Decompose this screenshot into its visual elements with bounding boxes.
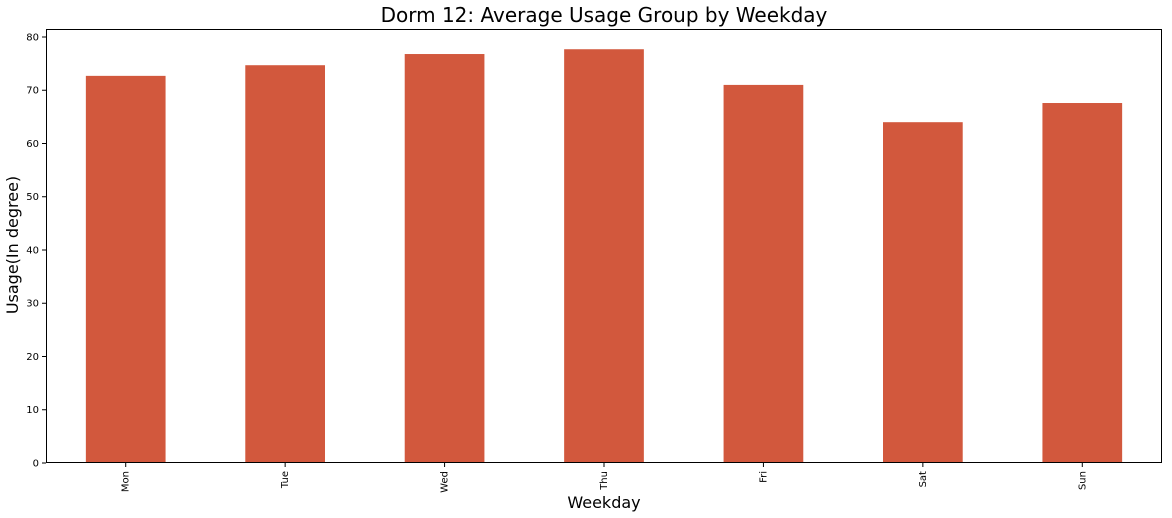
bar-sun	[1042, 103, 1123, 464]
y-tick-label: 60	[26, 139, 39, 150]
bar-wed	[404, 54, 485, 463]
x-tick-label: Sat	[918, 471, 929, 487]
x-tick-label: Wed	[440, 471, 451, 493]
y-tick-label: 10	[26, 405, 39, 416]
x-tick-label: Thu	[599, 471, 610, 491]
x-tick-label: Fri	[758, 471, 769, 483]
bar-fri	[723, 84, 804, 463]
y-tick-label: 50	[26, 192, 39, 203]
y-axis-label: Usage(In degree)	[3, 176, 22, 314]
bars-group	[85, 49, 1123, 464]
x-tick-label: Tue	[280, 471, 291, 489]
y-tick-label: 40	[26, 245, 39, 256]
bar-thu	[564, 49, 644, 463]
x-tick-label: Sun	[1077, 471, 1088, 490]
chart-title: Dorm 12: Average Usage Group by Weekday	[381, 3, 828, 27]
bar-tue	[245, 65, 325, 463]
y-axis-ticks: 0 10 20 30 40 50 60 70 80	[26, 32, 46, 470]
bar-sat	[883, 122, 963, 463]
y-tick-label: 0	[33, 459, 39, 470]
x-axis-ticks: Mon Tue Wed Thu Fri Sat Sun	[121, 463, 1088, 493]
y-tick-label: 20	[26, 352, 39, 363]
x-axis-label: Weekday	[567, 493, 640, 512]
bar-mon	[85, 75, 166, 463]
x-tick-label: Mon	[121, 471, 132, 492]
y-tick-label: 70	[26, 86, 39, 97]
y-tick-label: 80	[26, 32, 39, 43]
y-tick-label: 30	[26, 299, 39, 310]
plot-frame	[46, 29, 1162, 463]
